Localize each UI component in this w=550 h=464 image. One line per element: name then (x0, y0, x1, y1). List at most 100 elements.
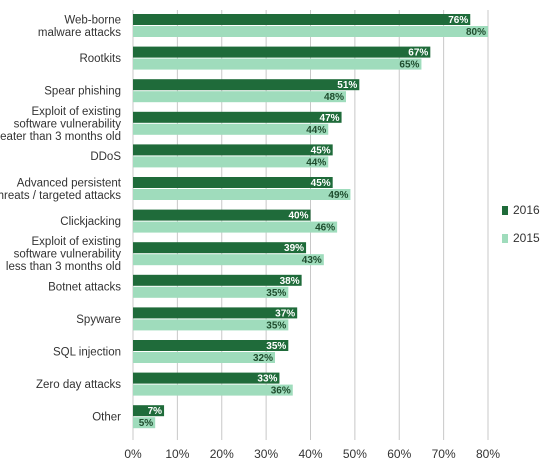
category-label-line: less than 3 months old (6, 261, 121, 273)
legend-label-2016: 2016 (513, 203, 540, 217)
category-label-line: greater than 3 months old (0, 131, 121, 143)
data-label-2016: 35% (266, 341, 286, 352)
data-label-2016: 67% (408, 48, 428, 59)
category-label-line: Rootkits (79, 53, 121, 65)
data-label-2015: 35% (266, 320, 286, 331)
category-label-line: Exploit of existing (32, 106, 122, 118)
data-label-2015: 44% (306, 157, 326, 168)
data-label-2015: 36% (271, 386, 291, 397)
data-label-2015: 32% (253, 353, 273, 364)
category-label-line: Clickjacking (60, 216, 121, 228)
bar-2015 (133, 91, 346, 103)
x-tick-label: 40% (298, 447, 322, 461)
category-labels: Web-borne malware attacks Rootkits Spear ph… (0, 14, 122, 423)
bar-2015 (133, 156, 329, 168)
bar-2015 (133, 221, 338, 233)
category-label: Advanced persistent threats / targeted at… (0, 177, 122, 202)
data-label-2015: 44% (306, 125, 326, 136)
category-label: Other (92, 412, 121, 424)
data-label-2015: 49% (328, 190, 348, 201)
data-label-2016: 38% (280, 276, 300, 287)
category-label: Botnet attacks (48, 281, 121, 293)
data-label-2016: 47% (320, 113, 340, 124)
data-label-2015: 46% (315, 223, 335, 234)
category-label-line: Spear phishing (44, 86, 121, 98)
category-label: Zero day attacks (36, 379, 121, 391)
category-label-line: software vulnerability (14, 118, 122, 130)
bar-2016 (133, 79, 360, 91)
category-label-line: SQL injection (53, 347, 121, 359)
category-label: Clickjacking (60, 216, 121, 228)
bar-2015 (133, 384, 293, 396)
data-label-2016: 45% (311, 178, 331, 189)
bar-2015 (133, 123, 329, 135)
category-label-line: Advanced persistent (17, 177, 122, 189)
x-tick-label: 20% (210, 447, 234, 461)
bar-2016 (133, 111, 342, 123)
category-label-line: Exploit of existing (32, 236, 122, 248)
category-label-line: Botnet attacks (48, 281, 121, 293)
legend-swatch-2016 (502, 206, 508, 215)
category-label: Rootkits (79, 53, 121, 65)
category-label: SQL injection (53, 347, 121, 359)
data-label-2015: 43% (302, 255, 322, 266)
category-label-line: malware attacks (38, 27, 121, 39)
bar-2016 (133, 242, 307, 254)
bar-2015 (133, 26, 488, 37)
bar-2015 (133, 286, 289, 298)
category-label-line: Zero day attacks (36, 379, 121, 391)
bar-2015 (133, 254, 324, 266)
x-tick-label: 80% (476, 447, 500, 461)
data-label-2015: 5% (139, 418, 154, 429)
category-label-line: threats / targeted attacks (0, 190, 121, 202)
bar-2016 (133, 14, 471, 25)
category-label-line: DDoS (90, 151, 121, 163)
category-label-line: Spyware (76, 314, 121, 326)
legend-label-2015: 2015 (513, 231, 540, 245)
category-label: Web-borne malware attacks (38, 14, 121, 39)
category-label: DDoS (90, 151, 121, 163)
x-axis-ticks: 0% 10% 20% 30% 40% 50% 60% 70% 80% (124, 447, 500, 461)
x-tick-label: 50% (343, 447, 367, 461)
legend: 2016 2015 (502, 203, 540, 245)
x-tick-label: 10% (165, 447, 189, 461)
bar-2016 (133, 209, 311, 221)
x-tick-label: 30% (254, 447, 278, 461)
data-label-2015: 48% (324, 92, 344, 103)
bar-2016 (133, 177, 333, 188)
bar-2016 (133, 274, 302, 286)
bar-2015 (133, 319, 289, 331)
bar-2015 (133, 189, 351, 200)
bar-2015 (133, 352, 275, 363)
x-tick-label: 0% (124, 447, 142, 461)
bar-2016 (133, 340, 289, 351)
category-label: Spyware (76, 314, 121, 326)
x-tick-label: 60% (387, 447, 411, 461)
data-label-2015: 80% (466, 27, 486, 38)
data-label-2016: 51% (337, 80, 357, 91)
category-label-line: software vulnerability (14, 249, 122, 261)
category-label-line: Other (92, 412, 121, 424)
bar-2016 (133, 144, 333, 156)
category-label-line: Web-borne (64, 14, 121, 26)
data-label-2016: 37% (275, 308, 295, 319)
bar-2016 (133, 372, 280, 384)
data-label-2016: 40% (288, 211, 308, 222)
legend-swatch-2015 (502, 234, 508, 243)
data-label-2015: 65% (399, 60, 419, 71)
bar-2015 (133, 58, 422, 70)
data-label-2016: 45% (311, 145, 331, 156)
data-label-2016: 39% (284, 243, 304, 254)
data-label-2016: 33% (257, 374, 277, 385)
category-label: Exploit of existing software vulnerabilit… (0, 106, 121, 143)
data-label-2016: 76% (448, 15, 468, 26)
category-label: Spear phishing (44, 86, 121, 98)
bar-2016 (133, 46, 431, 58)
bar-2016 (133, 307, 298, 319)
bar-2015 (133, 417, 156, 429)
bar-2016 (133, 405, 165, 417)
bars: 76%80%67%65%51%48%47%44%45%44%45%49%40%4… (133, 14, 488, 429)
x-tick-label: 70% (432, 447, 456, 461)
